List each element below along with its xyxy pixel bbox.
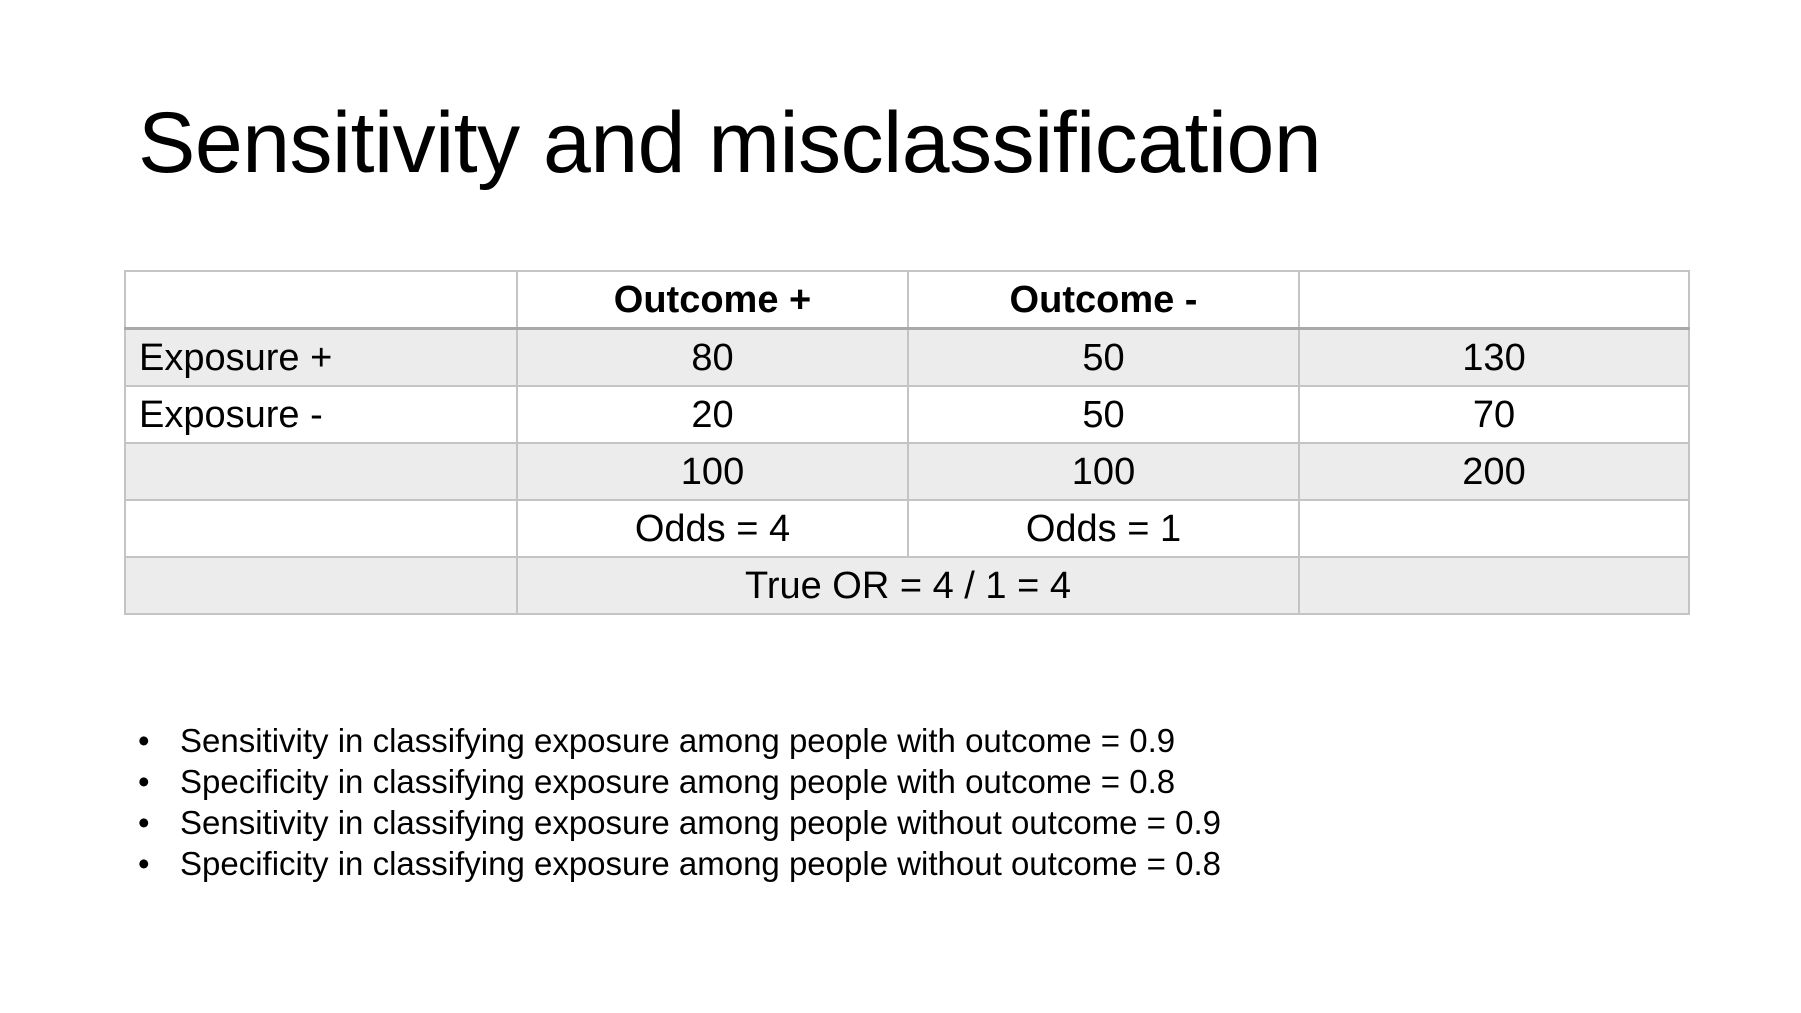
- header-outcome-negative: Outcome -: [907, 270, 1300, 330]
- bullet-item: • Specificity in classifying exposure amo…: [138, 843, 1221, 884]
- table-header-cell: [1298, 270, 1690, 330]
- bullet-text: Sensitivity in classifying exposure amon…: [180, 804, 1221, 841]
- header-outcome-positive: Outcome +: [516, 270, 909, 330]
- table-row-odds-ratio: True OR = 4 / 1 = 4: [124, 556, 1690, 615]
- slide-title: Sensitivity and misclassification: [138, 95, 1322, 191]
- bullet-icon: •: [138, 722, 150, 759]
- table-row-exposure-positive: Exposure + 80 50 130: [124, 327, 1690, 387]
- table-cell-grand-total: 200: [1298, 442, 1690, 501]
- bullet-text: Specificity in classifying exposure amon…: [180, 845, 1221, 882]
- table-cell: [1298, 499, 1690, 558]
- table-cell-row-total: 70: [1298, 385, 1690, 444]
- table-cell-row-total: 130: [1298, 327, 1690, 387]
- table-cell: 20: [516, 385, 909, 444]
- table-cell-column-total: 100: [516, 442, 909, 501]
- bullet-icon: •: [138, 804, 150, 841]
- table-row-exposure-negative: Exposure - 20 50 70: [124, 385, 1690, 444]
- bullet-list: • Sensitivity in classifying exposure amo…: [138, 720, 1221, 884]
- contingency-table: Outcome + Outcome - Exposure + 80 50 130…: [124, 270, 1690, 615]
- row-label-exposure-positive: Exposure +: [124, 327, 518, 387]
- bullet-text: Specificity in classifying exposure amon…: [180, 763, 1176, 800]
- bullet-icon: •: [138, 763, 150, 800]
- table-header-row: Outcome + Outcome -: [124, 270, 1690, 330]
- odds-outcome-negative: Odds = 1: [907, 499, 1300, 558]
- table-cell: 80: [516, 327, 909, 387]
- bullet-text: Sensitivity in classifying exposure amon…: [180, 722, 1176, 759]
- table-row-totals: 100 100 200: [124, 442, 1690, 501]
- table-cell: [124, 499, 518, 558]
- table-header-cell: [124, 270, 518, 330]
- bullet-item: • Sensitivity in classifying exposure amo…: [138, 720, 1221, 761]
- table-cell: 50: [907, 385, 1300, 444]
- table-cell: [1298, 556, 1690, 615]
- table-row-odds: Odds = 4 Odds = 1: [124, 499, 1690, 558]
- row-label-exposure-negative: Exposure -: [124, 385, 518, 444]
- bullet-icon: •: [138, 845, 150, 882]
- bullet-item: • Specificity in classifying exposure amo…: [138, 761, 1221, 802]
- odds-outcome-positive: Odds = 4: [516, 499, 909, 558]
- true-odds-ratio: True OR = 4 / 1 = 4: [516, 556, 1300, 615]
- table-cell: 50: [907, 327, 1300, 387]
- bullet-item: • Sensitivity in classifying exposure amo…: [138, 802, 1221, 843]
- table-cell-column-total: 100: [907, 442, 1300, 501]
- table-cell: [124, 556, 518, 615]
- table-cell: [124, 442, 518, 501]
